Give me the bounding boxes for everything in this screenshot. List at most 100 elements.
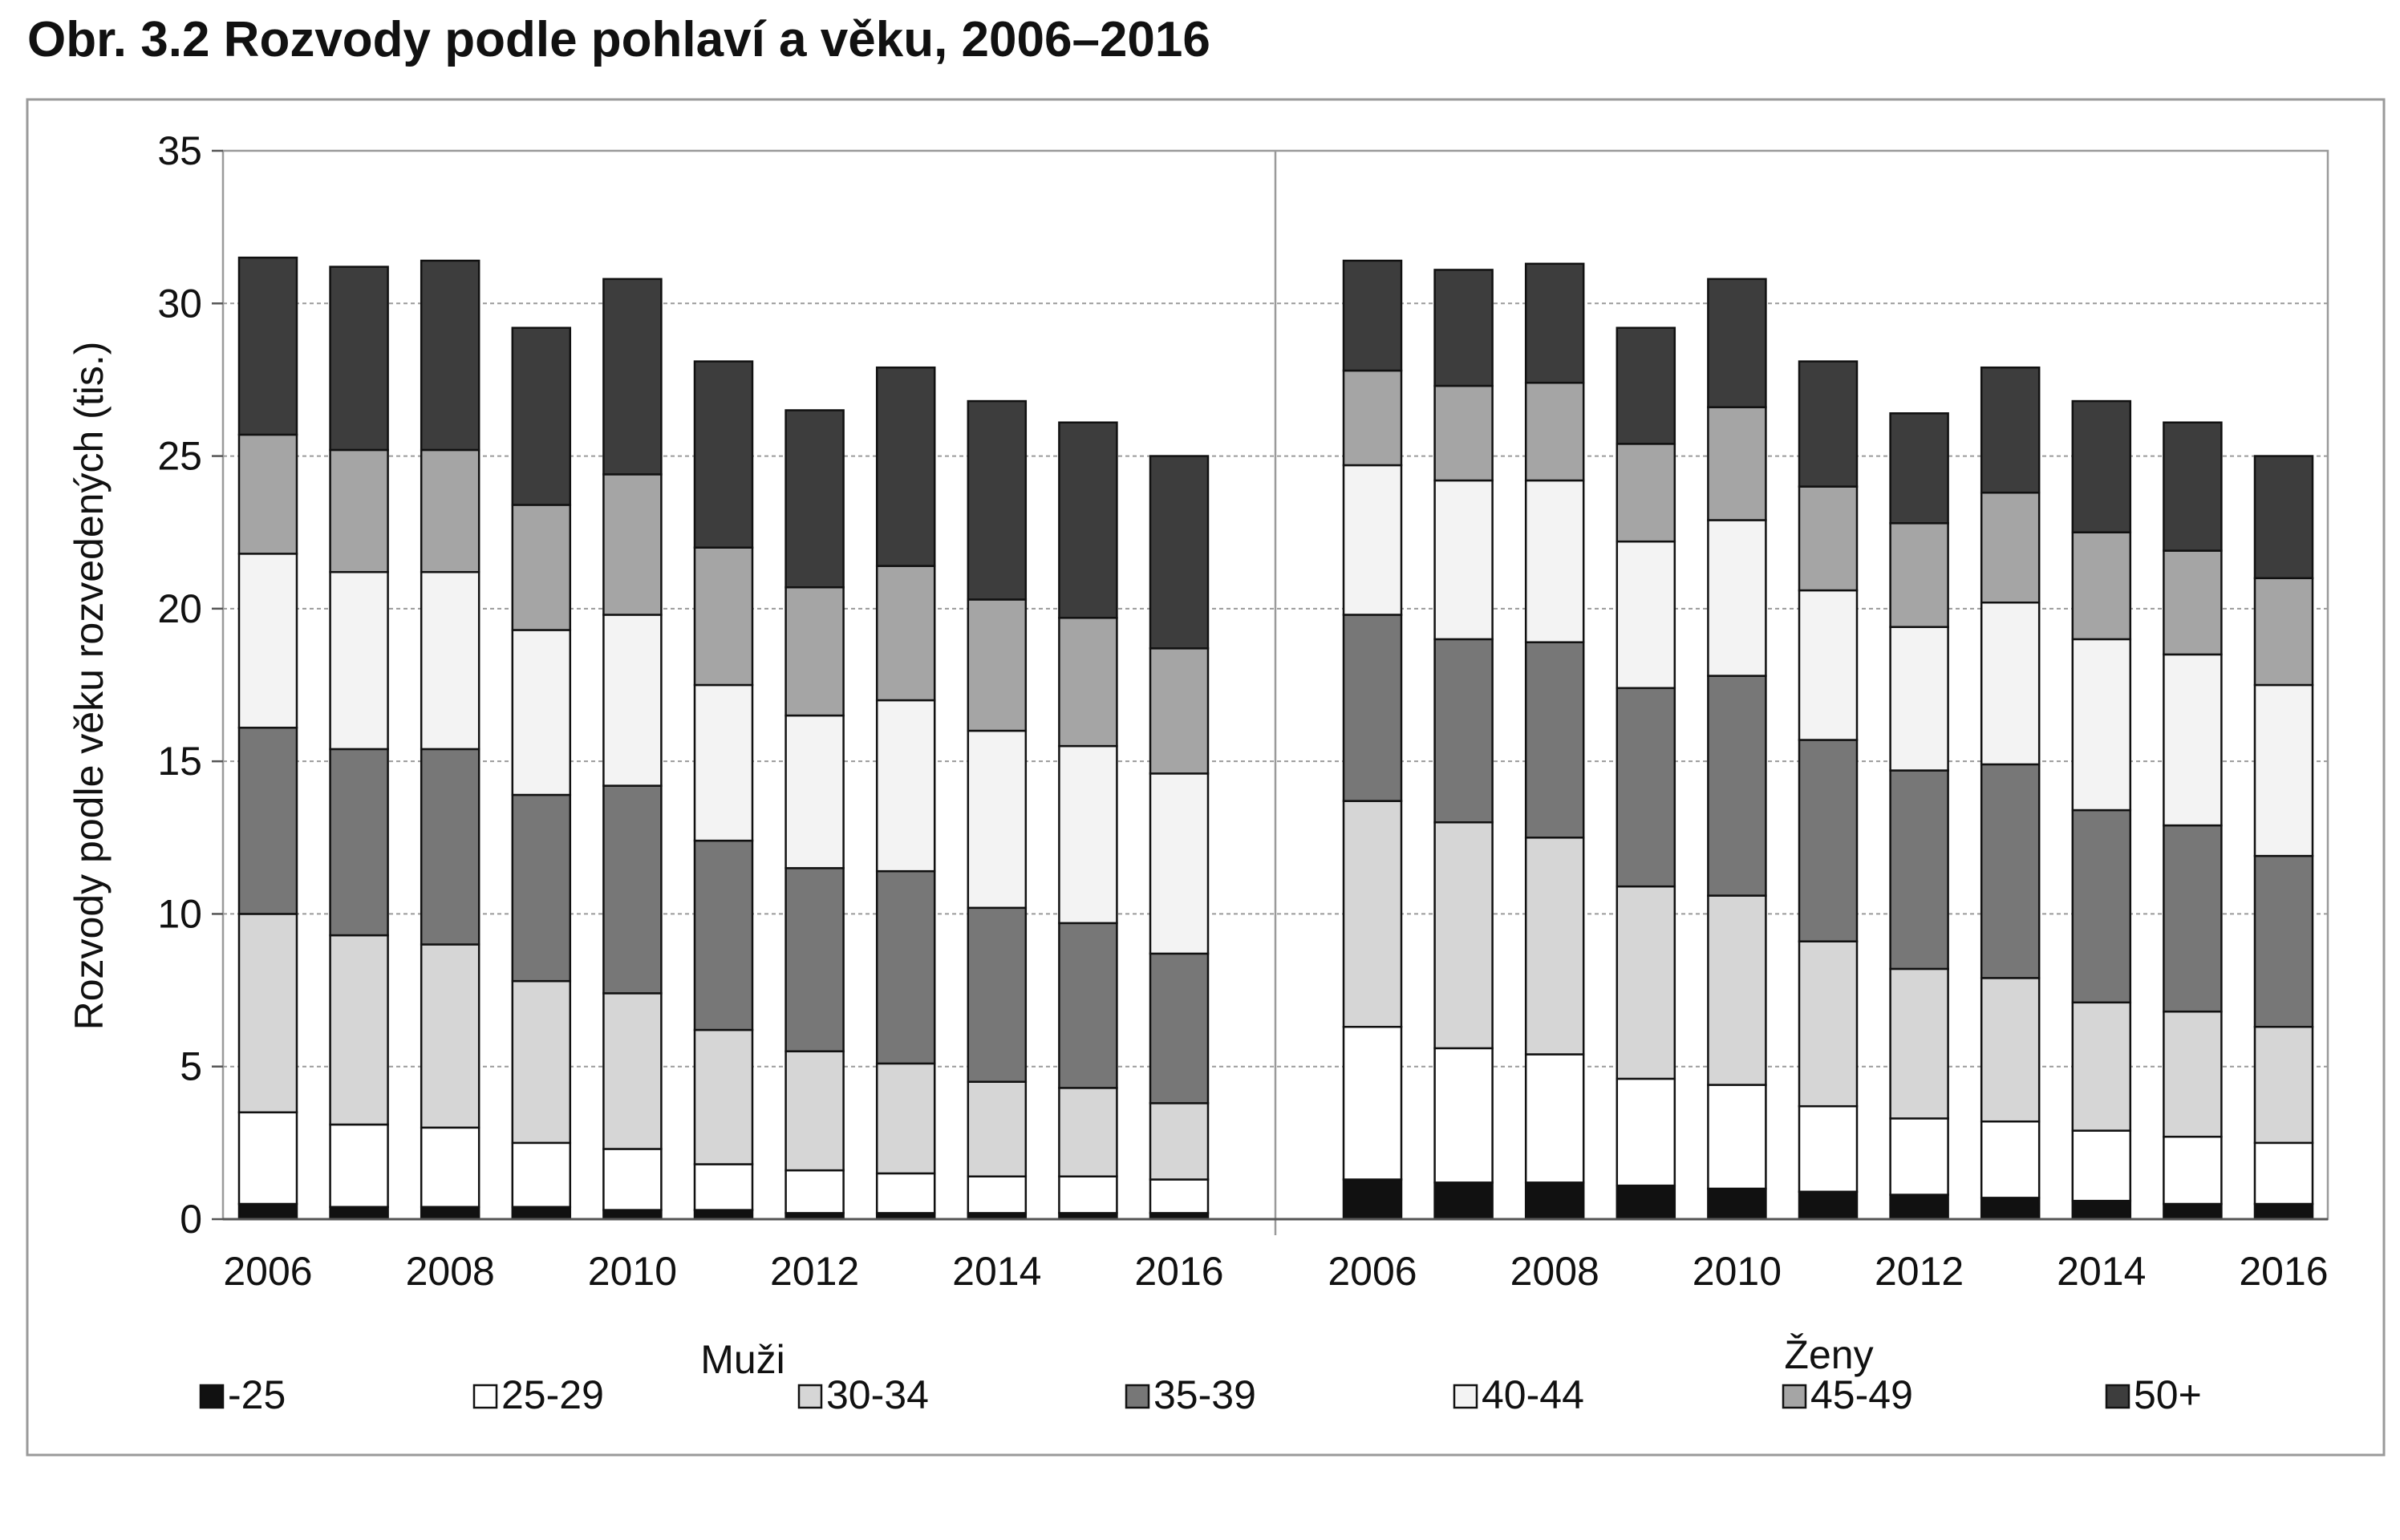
bar-segment <box>1058 744 1118 925</box>
bar-segment <box>784 1050 845 1172</box>
bar-segment <box>602 784 663 995</box>
bar-segment <box>693 839 754 1031</box>
bar-segment <box>1889 967 1949 1120</box>
bar-segment <box>602 1148 663 1211</box>
bar-segment <box>329 748 389 937</box>
bar-segment <box>1798 739 1859 942</box>
bar-segment <box>2071 531 2132 641</box>
legend-label: 35-39 <box>1153 1372 1256 1417</box>
bar-segment <box>420 748 480 946</box>
legend: -25 25-29 30-34 35-39 40-44 45-49 50+ <box>199 1372 2202 1417</box>
bar-segment <box>1524 641 1585 839</box>
bar-segment <box>2163 653 2223 827</box>
x-tick-label: 2012 <box>1875 1249 1964 1294</box>
bar-segment <box>1058 617 1118 748</box>
bar-segment <box>1616 1077 1676 1187</box>
bar-segment <box>511 793 572 983</box>
bar-segment <box>1058 421 1118 619</box>
bar-segment <box>602 473 663 616</box>
x-tick-label: 2008 <box>1510 1249 1599 1294</box>
bar-segment <box>1524 262 1585 384</box>
y-tick-label: 15 <box>157 739 202 784</box>
bar-segment <box>420 448 480 573</box>
bar-segment <box>329 934 389 1126</box>
bar-segment <box>237 1111 298 1206</box>
bar-segment <box>784 586 845 717</box>
bar-segment <box>1149 952 1210 1104</box>
bar-segment <box>237 727 298 915</box>
bar-segment <box>602 1209 663 1221</box>
legend-label: 50+ <box>2134 1372 2202 1417</box>
x-tick-label: 2006 <box>223 1249 312 1294</box>
bar-segment <box>875 565 936 702</box>
bar-segment <box>1980 366 2041 494</box>
bar-segment <box>511 326 572 506</box>
bar-segment <box>1798 1104 1859 1193</box>
bar-segment <box>967 399 1028 601</box>
x-tick-label: 2012 <box>770 1249 859 1294</box>
bar-segment <box>237 256 298 436</box>
y-axis-label: Rozvody podle věku rozvedených (tis.) <box>67 342 111 1031</box>
bar-segment <box>1433 1181 1494 1221</box>
bar-segment <box>693 546 754 687</box>
bar-segment <box>1889 626 1949 772</box>
bar-segment <box>967 906 1028 1083</box>
bar-segment <box>1342 369 1403 467</box>
bar-segment <box>602 614 663 787</box>
bar-segment <box>237 433 298 555</box>
bar-segment <box>1342 259 1403 372</box>
bar-segment <box>1342 1025 1403 1181</box>
bar-segment <box>2163 1135 2223 1206</box>
bar-segment <box>1433 384 1494 482</box>
bar-segment <box>1433 821 1494 1050</box>
bar-segment <box>237 1202 298 1221</box>
bar-segment <box>329 1123 389 1209</box>
y-tick-label: 0 <box>180 1197 202 1242</box>
legend-label: 45-49 <box>1810 1372 1913 1417</box>
bar-segment <box>1616 885 1676 1080</box>
bar-segment <box>2253 577 2314 687</box>
legend-label: 30-34 <box>826 1372 929 1417</box>
bar-segment <box>1524 1053 1585 1184</box>
bar-segment <box>875 1062 936 1175</box>
bar-segment <box>1798 360 1859 488</box>
x-tick-label: 2010 <box>1693 1249 1782 1294</box>
bar-segment <box>511 1141 572 1209</box>
bar-segment <box>511 979 572 1145</box>
bar-segment <box>1342 800 1403 1028</box>
bar-segment <box>2253 1202 2314 1221</box>
bar-segment <box>1889 522 1949 628</box>
bar-segment <box>1980 977 2041 1123</box>
bar-segment <box>602 992 663 1150</box>
bar-segment <box>1058 922 1118 1089</box>
bar-segment <box>1149 1102 1210 1181</box>
bar-segment <box>2163 1010 2223 1138</box>
y-tick-label: 10 <box>157 891 202 936</box>
legend-swatch <box>2105 1384 2130 1409</box>
bar-segment <box>329 570 389 751</box>
x-axis-ticks: 2006 2008 2010 2012 2014 2016 2006 2008 2010 2012… <box>223 1249 2328 1294</box>
bar-segment <box>2071 808 2132 1004</box>
bar-segment <box>1707 1084 1767 1190</box>
bar-segment <box>237 913 298 1114</box>
bar-segment <box>1889 1194 1949 1221</box>
x-tick-label: 2014 <box>2057 1249 2146 1294</box>
bar-segment <box>1980 1197 2041 1221</box>
bar-segment <box>2253 1141 2314 1206</box>
bars <box>237 256 2314 1221</box>
bar-segment <box>1524 837 1585 1056</box>
bar-segment <box>1616 1184 1676 1221</box>
y-axis-ticks: 0 5 10 15 20 25 30 35 <box>157 128 223 1242</box>
bar-segment <box>1707 406 1767 521</box>
legend-swatch <box>1125 1384 1150 1409</box>
bar-segment <box>693 1209 754 1221</box>
x-tick-label: 2016 <box>1134 1249 1223 1294</box>
bar-segment <box>329 265 389 452</box>
legend-swatch <box>1453 1384 1478 1409</box>
bar-segment <box>1980 763 2041 979</box>
bar-segment <box>1149 647 1210 775</box>
bar-segment <box>875 699 936 873</box>
bar-segment <box>1707 519 1767 677</box>
bar-segment <box>1980 601 2041 766</box>
bar-segment <box>1342 1178 1403 1221</box>
